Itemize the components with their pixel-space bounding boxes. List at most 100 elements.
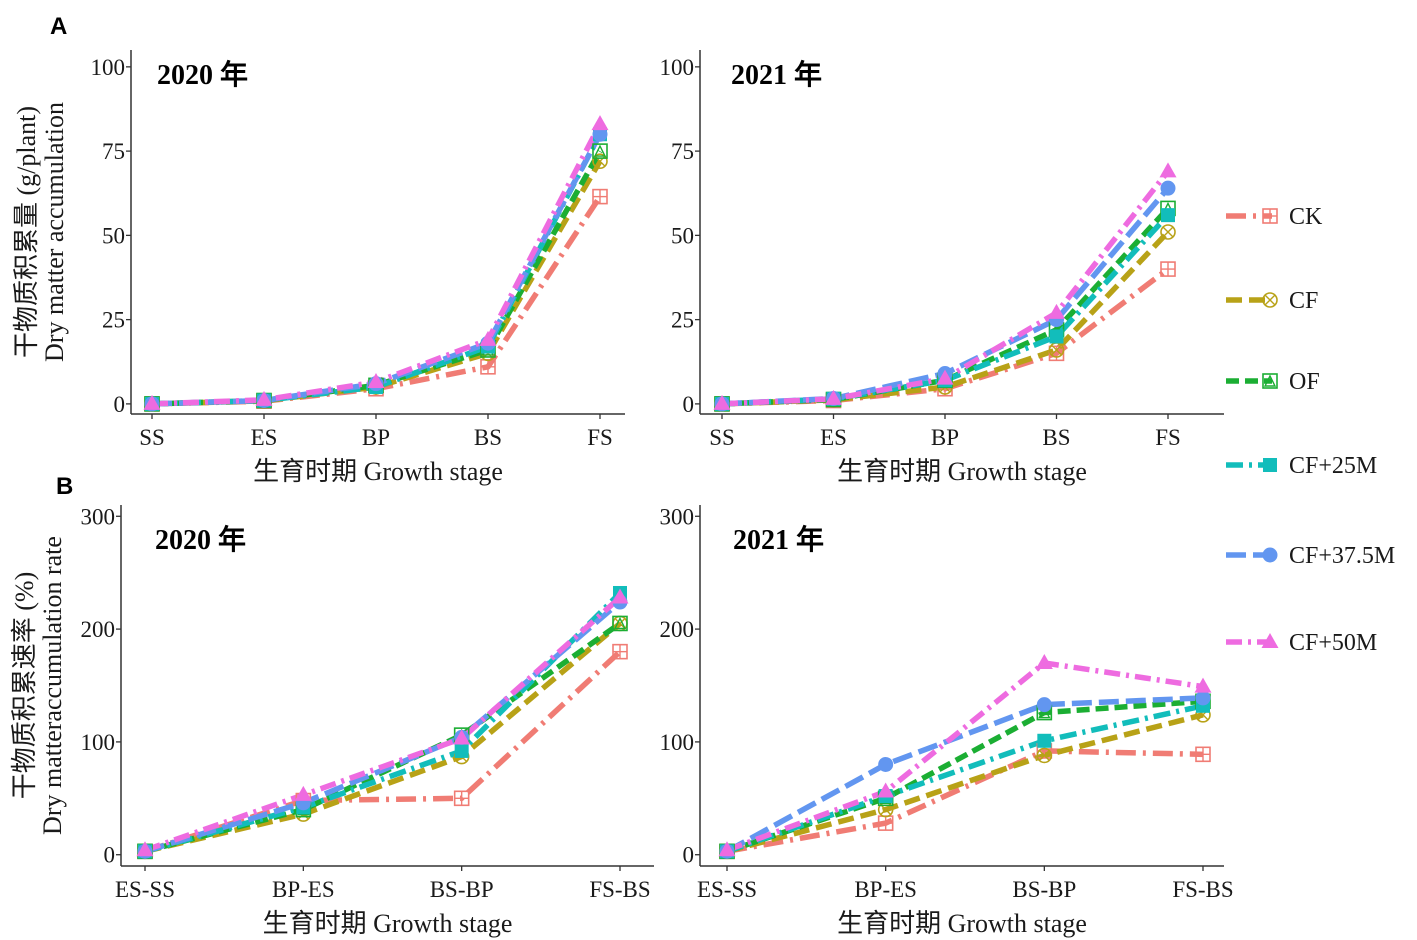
data-point [936,369,954,385]
data-point [612,615,628,632]
x-tick-label: BS-BP [1012,877,1076,902]
legend-item: CF+25M [1226,453,1377,479]
x-tick-label: FS-BS [589,877,650,902]
data-point [713,394,731,410]
series-line-cf-37-5m [144,599,622,854]
data-point [1160,261,1176,277]
y-tick-label: 200 [81,617,116,642]
legend-label: CK [1289,204,1323,230]
chart-panel-3: 0 100 200 300 ES-SS BP-ES BS-BP FS-BS 2020 年生育时期… [10,504,654,938]
chart-title: 2021 年 [733,523,824,556]
series-line-cf [726,712,1204,854]
y-tick-label: 0 [114,392,126,417]
data-point [143,394,161,410]
legend-item: OF [1226,369,1320,395]
data-point [592,126,608,142]
series-line-cf-25m [144,591,622,854]
x-tick-label: SS [139,425,165,450]
x-tick-label: BP-ES [272,877,335,902]
data-point [294,785,312,801]
series-lines [725,660,1204,855]
x-tick-label: BP [362,425,390,450]
y-tick-label: 0 [683,843,695,868]
y-tick-label: 100 [81,730,116,755]
y-tick-label: 300 [81,504,116,529]
legend-marker [1261,633,1279,648]
legend-marker [1262,547,1278,563]
data-point [1035,653,1053,669]
chart-title: 2021 年 [731,58,822,91]
series-markers [136,585,629,860]
legend-marker [1262,208,1278,224]
section-label-a: A [50,13,67,40]
legend-label: OF [1289,369,1320,395]
x-tick-label: BP-ES [854,877,917,902]
data-point [592,188,608,205]
legend-label: CF+50M [1289,630,1377,656]
data-point [1195,746,1211,763]
series-line-cf-50m [144,595,622,853]
x-tick-label: ES-SS [697,877,757,902]
series-line-cf-50m [726,660,1204,853]
y-tick-label: 200 [660,617,695,642]
legend-marker [1262,373,1278,389]
x-tick-label: FS [1155,425,1181,450]
data-point [1048,303,1065,319]
data-point [1160,224,1176,240]
y-tick-label: 0 [104,843,116,868]
series-lines [144,591,622,855]
data-point [454,743,469,758]
series-line-of [721,206,1171,407]
y-tick-label: 100 [91,55,126,80]
series-line-cf [144,621,622,855]
data-point [1160,180,1176,196]
data-point [1161,208,1175,223]
data-point [479,330,497,346]
y-tick-label: 50 [671,223,694,248]
x-tick-label: ES-SS [115,877,175,902]
data-point [591,115,609,131]
y-axis-title: 干物质积累量 (g/plant) [12,106,41,358]
y-axis-title: Dry matteraccumulation rate [38,536,67,835]
y-axis-title: 干物质积累速率 (%) [10,572,39,799]
legend: CK CF OF CF+25M CF+37.5M CF+50M [1226,204,1395,656]
data-point [612,643,628,660]
legend-marker [1262,292,1278,308]
data-point [877,782,895,798]
series-markers [143,115,609,412]
data-point [1194,677,1212,693]
legend-item: CK [1226,204,1323,230]
y-tick-label: 300 [660,504,695,529]
data-point [718,841,736,857]
y-tick-label: 50 [102,223,125,248]
series-line-cf [151,159,603,407]
data-point [367,372,385,388]
data-point [1195,690,1211,706]
data-point [1159,162,1177,178]
y-tick-label: 100 [660,55,695,80]
x-tick-label: SS [709,425,735,450]
x-axis-title: 生育时期 Growth stage [263,909,513,938]
data-point [592,143,608,159]
series-line-ck [726,748,1204,855]
legend-label: CF+37.5M [1289,543,1395,569]
x-tick-label: ES [251,425,278,450]
y-tick-label: 25 [102,308,125,333]
series-line-ck [151,195,603,407]
data-point [1036,697,1052,713]
series-line-cf-25m [151,132,603,407]
chart-panel-4: 0 100 200 300 ES-SS BP-ES BS-BP FS-BS 2021 年生育时期… [660,504,1234,938]
y-axis-title: Dry matter accumulation [40,102,69,362]
series-line-cf-37-5m [725,695,1204,854]
data-point [611,588,629,604]
x-tick-label: FS-BS [1172,877,1233,902]
section-label-b: B [56,473,73,500]
series-line-of [151,149,603,407]
series-line-of [144,621,622,854]
x-axis-title: 生育时期 Growth stage [253,457,503,486]
x-axis-title: 生育时期 Growth stage [837,909,1087,938]
x-axis-title: 生育时期 Growth stage [837,457,1087,486]
y-tick-label: 100 [660,730,695,755]
